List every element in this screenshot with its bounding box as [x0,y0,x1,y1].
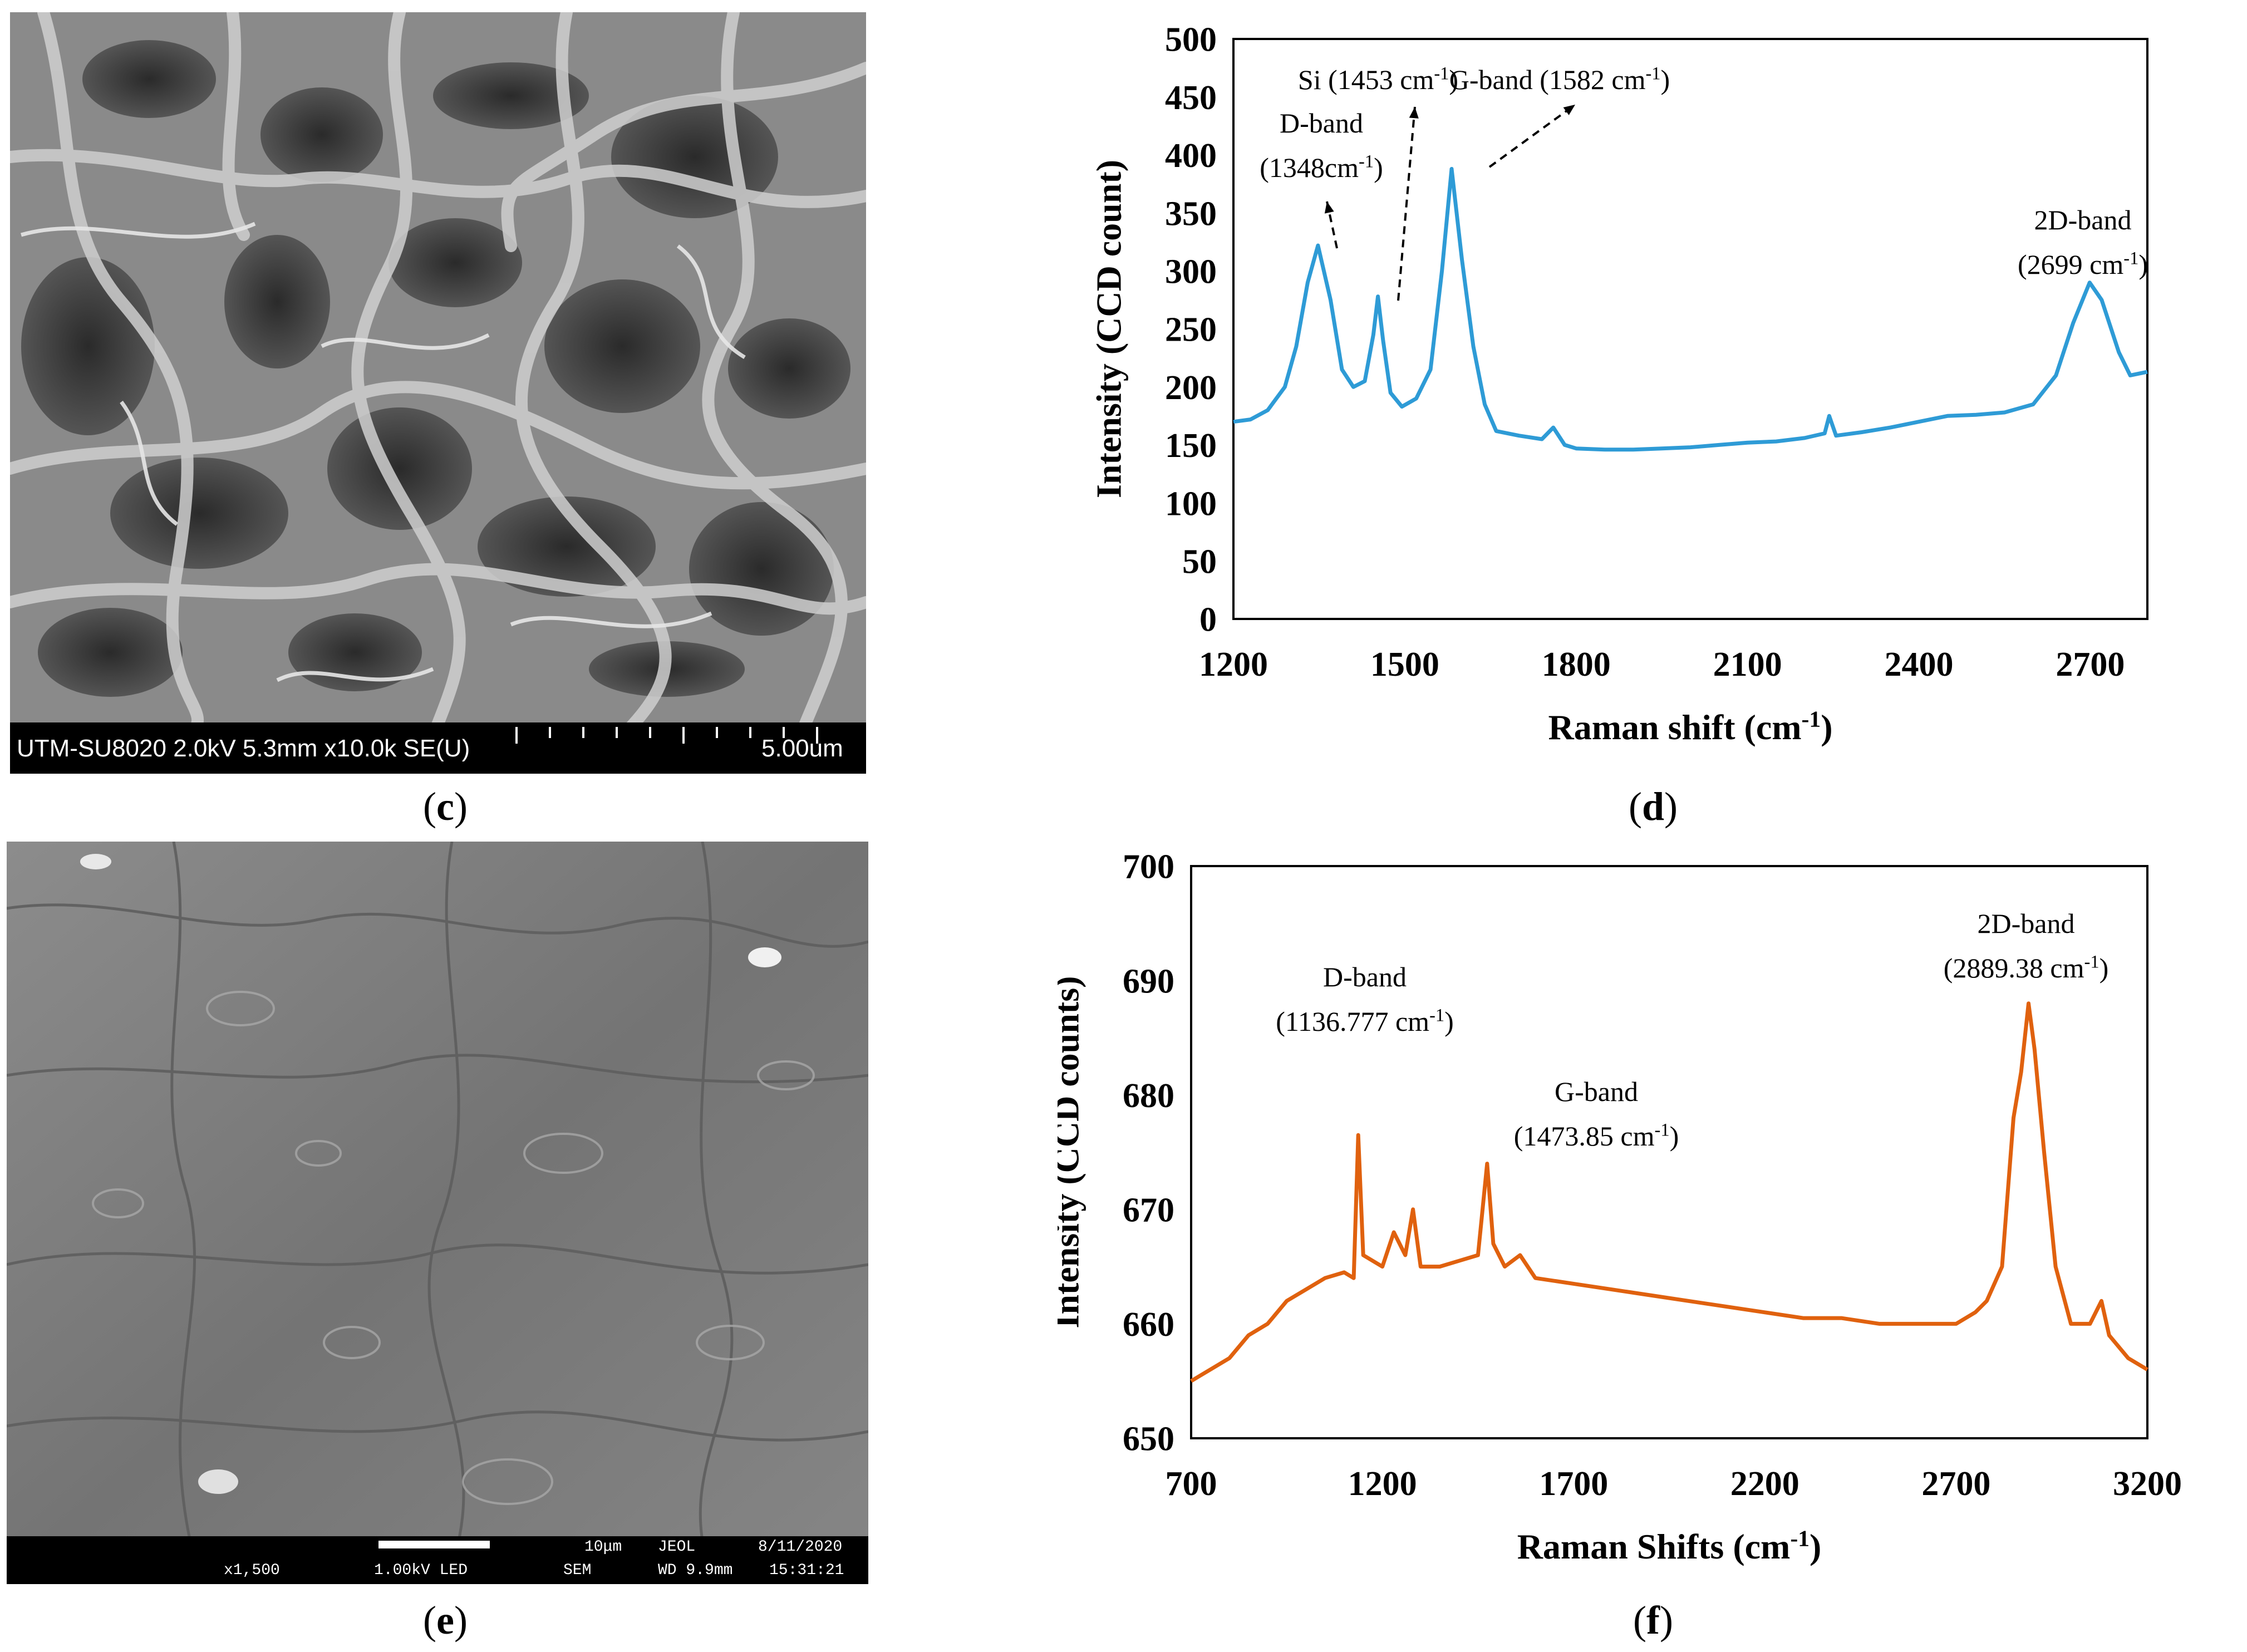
sem-mode-e: SEM [563,1562,592,1579]
x-tick-label: 2200 [1730,1465,1799,1503]
x-tick-label: 2700 [2056,646,2125,684]
scale-ticks-c [515,727,818,744]
x-tick-label: 700 [1166,1465,1217,1503]
plot-frame [1190,865,2148,1439]
sem-wd-e: WD 9.9mm [658,1562,733,1579]
series-line [1233,166,2148,452]
y-axis-label: Intensity (CCD count) [1089,160,1128,498]
surface-highlights [92,991,815,1505]
x-tick-label: 1200 [1199,646,1268,684]
scale-bar-e [378,1541,490,1548]
peak-label: 2D-band (2889.38 cm-1) [1944,908,2108,984]
y-tick-label: 350 [1165,195,1217,233]
x-axis-label: Raman Shifts (cm-1) [1517,1526,1822,1566]
sem-mag-e: x1,500 [224,1562,280,1579]
y-tick-label: 700 [1123,848,1174,886]
peak-label: G-band (1582 cm-1) [1449,64,1670,96]
y-tick-label: 300 [1165,253,1217,291]
x-tick-label: 1700 [1539,1465,1608,1503]
caption-e: (e) [423,1598,468,1643]
peak-label: Si (1453 cm-1) [1298,64,1458,96]
sem-info-bar-c: UTM-SU8020 2.0kV 5.3mm x10.0k SE(U) 5.00… [10,722,866,774]
annotation-arrowhead [1563,105,1575,115]
y-tick-label: 0 [1199,601,1217,639]
annotation-arrow [1488,104,1576,168]
y-axis-label: Intensity (CCD counts) [1058,976,1086,1329]
y-tick-label: 200 [1165,369,1217,407]
y-tick-label: 450 [1165,79,1217,117]
y-tick-label: 670 [1123,1192,1174,1230]
x-tick-label: 2700 [1921,1465,1990,1503]
sem-date-e: 8/11/2020 [758,1538,843,1556]
series-line [1190,1001,2148,1383]
sem-image-c: UTM-SU8020 2.0kV 5.3mm x10.0k SE(U) 5.00… [10,12,866,774]
x-tick-label: 2400 [1885,646,1954,684]
sem-scale-c: 5.00um [761,735,843,762]
flake-highlights [21,222,746,682]
y-tick-label: 500 [1165,21,1217,59]
sem-info-c: UTM-SU8020 2.0kV 5.3mm x10.0k SE(U) [17,735,470,762]
chart-panel-f: 650 660 670 680 690 700 700 1200 1700 2200 2700 320… [1046,835,2247,1603]
peak-label: D-band (1136.777 cm-1) [1276,961,1454,1037]
peak-label: G-band (1473.85 cm-1) [1514,1076,1679,1152]
y-tick-label: 150 [1165,427,1217,465]
caption-f: (f) [1633,1598,1673,1643]
sem-info-bar-e: x1,500 1.00kV LED 10μm SEM JEOL WD 9.9mm… [7,1536,868,1584]
annotation-arrow [1397,106,1416,301]
raman-chart-d: 0 50 100 150 200 250 300 350 400 450 500 1200 1500 18… [1089,21,2148,747]
x-tick-label: 1200 [1348,1465,1417,1503]
y-tick-label: 690 [1123,962,1174,1000]
sem-texture-c [10,12,866,774]
sem-texture-e [7,842,868,1584]
y-tick-label: 660 [1123,1306,1174,1344]
y-tick-label: 50 [1182,543,1217,581]
chart-panel-d: 0 50 100 150 200 250 300 350 400 450 500 1200 1500 18… [1058,0,2247,835]
y-tick-label: 650 [1123,1420,1174,1458]
caption-d: (d) [1628,784,1678,829]
y-tick-label: 680 [1123,1077,1174,1115]
x-tick-label: 1500 [1370,646,1439,684]
plot-frame [1232,38,2148,620]
sem-kv-e: 1.00kV LED [374,1562,468,1579]
sem-brand-e: JEOL [658,1538,696,1556]
x-tick-label: 1800 [1542,646,1611,684]
y-tick-label: 400 [1165,137,1217,175]
x-axis-label: Raman shift (cm-1) [1548,706,1832,747]
caption-c: (c) [423,784,468,829]
peak-label: 2D-band (2699 cm-1) [2018,204,2148,280]
surface-cracks [7,842,868,1566]
y-tick-label: 250 [1165,311,1217,349]
sem-scale-e: 10μm [584,1538,622,1556]
annotation-arrowhead [1324,201,1334,214]
sem-time-e: 15:31:21 [769,1562,844,1579]
x-tick-label: 3200 [2113,1465,2182,1503]
x-tick-label: 2100 [1713,646,1782,684]
y-tick-label: 100 [1165,485,1217,523]
sem-image-e: x1,500 1.00kV LED 10μm SEM JEOL WD 9.9mm… [7,842,868,1584]
annotation-arrowhead [1409,107,1419,119]
raman-chart-f: 650 660 670 680 690 700 700 1200 1700 2200 2700 320… [1046,848,2182,1566]
flake-edges [10,12,866,742]
peak-label: D-band (1348cm-1) [1260,107,1383,183]
